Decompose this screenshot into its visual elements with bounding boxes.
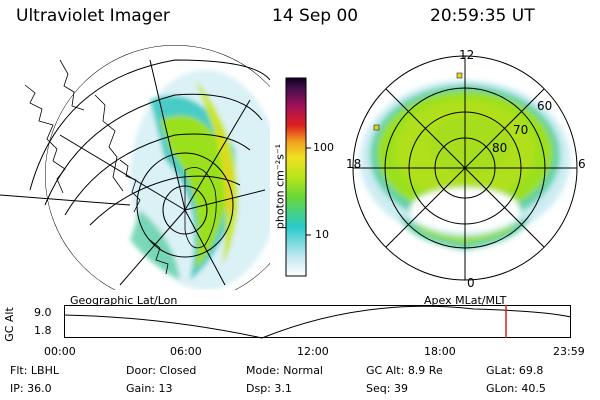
colorbar-unit: photon cm⁻²s⁻¹ [273,143,287,230]
mlt-label-0: 0 [467,276,475,290]
status-gain: Gain: 13 [126,382,173,395]
status-door: Door: Closed [126,364,197,377]
date-label: 14 Sep 00 [272,6,359,26]
status-gc-alt: GC Alt: 8.9 Re [366,364,443,377]
mlt-label-12: 12 [459,48,475,62]
status-glon: GLon: 40.5 [486,382,546,395]
altitude-ytick-max: 9.0 [34,306,52,319]
lat-label-60: 60 [537,99,553,113]
xtick-0600: 06:00 [170,345,202,358]
altitude-ylabel: GC Alt [2,307,16,342]
status-ip: IP: 36.0 [10,382,52,395]
xtick-0000: 00:00 [44,345,76,358]
polar-map-label: Apex MLat/MLT [424,294,507,307]
geographic-map-label: Geographic Lat/Lon [70,294,178,307]
colorbar-scale [285,77,307,277]
colorbar [285,77,311,277]
colorbar-tick-low: 10 [315,228,329,241]
mlt-label-18: 18 [346,157,362,171]
lat-label-80: 80 [492,141,508,155]
polar-plot [352,55,578,281]
colorbar-tick-high: 100 [313,141,334,154]
coastlines [24,59,217,275]
mlt-label-6: 6 [578,157,586,171]
altitude-curve [64,305,572,339]
xtick-2359: 23:59 [553,345,585,358]
xtick-1800: 18:00 [424,345,456,358]
instrument-title: Ultraviolet Imager [16,6,170,26]
status-filter: Flt: LBHL [10,364,59,377]
lat-label-70: 70 [513,123,529,137]
altitude-ytick-min: 1.8 [34,324,52,337]
status-mode: Mode: Normal [246,364,323,377]
geographic-map [0,45,270,290]
altitude-plot [64,305,572,339]
status-dsp: Dsp: 3.1 [246,382,292,395]
altitude-plot-frame [64,305,571,338]
status-glat: GLat: 69.8 [486,364,544,377]
xtick-1200: 12:00 [297,345,329,358]
status-seq: Seq: 39 [366,382,408,395]
time-label: 20:59:35 UT [430,6,535,26]
polar-grid [352,55,578,281]
